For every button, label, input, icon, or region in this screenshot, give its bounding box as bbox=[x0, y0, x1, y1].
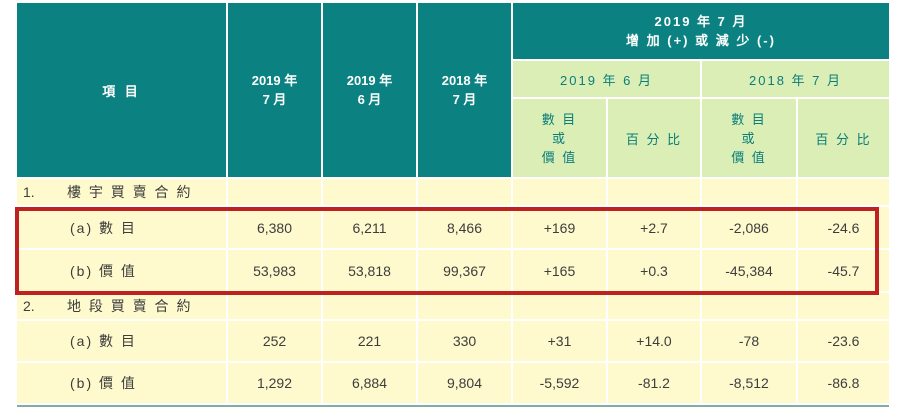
header-col-2018-07-line1: 2018 年 bbox=[441, 73, 488, 88]
table-bottom-border bbox=[17, 405, 889, 407]
row-2a-value-2019-07: 252 bbox=[228, 321, 321, 361]
row-2a-value-2019-06: 221 bbox=[323, 321, 416, 361]
header-measure-2-line2: 或 bbox=[741, 130, 757, 146]
row-1b-value-2019-07: 53,983 bbox=[228, 250, 321, 291]
header-compare-2019-06: 2019 年 6 月 bbox=[513, 61, 700, 97]
stat-table: 項 目 2019 年 7 月 2019 年 6 月 2018 年 7 月 201… bbox=[17, 3, 889, 407]
header-measure-2-line3: 價 值 bbox=[731, 149, 767, 165]
row-2a-chg-jul-value: -78 bbox=[702, 321, 796, 361]
row-2a-label: (a) 數 目 bbox=[17, 321, 226, 361]
section-1-number: 1. bbox=[23, 184, 35, 200]
row-1b-value-2018-07: 99,367 bbox=[418, 250, 511, 291]
section-2-number: 2. bbox=[23, 298, 35, 314]
row-1a-chg-jul-pct: -24.6 bbox=[798, 207, 889, 248]
empty-cell bbox=[608, 293, 700, 319]
header-measure-1-line1: 數 目 bbox=[541, 111, 578, 127]
row-1b-label: (b) 價 值 bbox=[17, 250, 226, 291]
header-change-line1: 2019 年 7 月 bbox=[654, 14, 748, 29]
empty-cell bbox=[702, 293, 796, 319]
header-measure-1-line2: 或 bbox=[551, 130, 567, 146]
header-change-group: 2019 年 7 月 增 加 (+) 或 減 少 (-) bbox=[513, 3, 889, 59]
empty-cell bbox=[418, 293, 511, 319]
section-2-title-cell: 2. 地 段 買 賣 合 約 bbox=[17, 293, 226, 319]
row-2a-chg-jun-pct: +14.0 bbox=[608, 321, 700, 361]
row-1b-chg-jul-value: -45,384 bbox=[702, 250, 796, 291]
row-2b-value-2019-06: 6,884 bbox=[323, 363, 416, 403]
row-2a-value-2018-07: 330 bbox=[418, 321, 511, 361]
row-1a-value-2019-07: 6,380 bbox=[228, 207, 321, 248]
header-col-2019-06: 2019 年 6 月 bbox=[323, 3, 416, 177]
empty-cell bbox=[702, 179, 796, 205]
header-percent-2: 百 分 比 bbox=[798, 99, 889, 177]
header-change-line2: 增 加 (+) 或 減 少 (-) bbox=[626, 33, 776, 48]
empty-cell bbox=[228, 179, 321, 205]
row-1a-value-2019-06: 6,211 bbox=[323, 207, 416, 248]
row-1a-value-2018-07: 8,466 bbox=[418, 207, 511, 248]
row-1b-chg-jun-pct: +0.3 bbox=[608, 250, 700, 291]
empty-cell bbox=[798, 293, 889, 319]
row-2a-chg-jul-pct: -23.6 bbox=[798, 321, 889, 361]
row-2b-chg-jul-value: -8,512 bbox=[702, 363, 796, 403]
row-2b-label: (b) 價 值 bbox=[17, 363, 226, 403]
empty-cell bbox=[418, 179, 511, 205]
empty-cell bbox=[323, 293, 416, 319]
row-2a-chg-jun-value: +31 bbox=[513, 321, 606, 361]
row-1a-label: (a) 數 目 bbox=[17, 207, 226, 248]
section-2-title: 地 段 買 賣 合 約 bbox=[67, 298, 193, 314]
header-col-2019-06-line1: 2019 年 bbox=[346, 73, 393, 88]
header-col-2019-07-line2: 7 月 bbox=[262, 92, 287, 107]
empty-cell bbox=[608, 179, 700, 205]
row-1b-chg-jul-pct: -45.7 bbox=[798, 250, 889, 291]
row-1a-chg-jun-value: +169 bbox=[513, 207, 606, 248]
row-1a-chg-jul-value: -2,086 bbox=[702, 207, 796, 248]
empty-cell bbox=[513, 179, 606, 205]
header-measure-1: 數 目 或 價 值 bbox=[513, 99, 606, 177]
empty-cell bbox=[798, 179, 889, 205]
row-2b-value-2019-07: 1,292 bbox=[228, 363, 321, 403]
header-item: 項 目 bbox=[17, 3, 226, 177]
row-1a-chg-jun-pct: +2.7 bbox=[608, 207, 700, 248]
row-2b-chg-jun-value: -5,592 bbox=[513, 363, 606, 403]
header-measure-2-line1: 數 目 bbox=[731, 111, 767, 127]
header-col-2019-07-line1: 2019 年 bbox=[251, 73, 298, 88]
section-1-title: 樓 宇 買 賣 合 約 bbox=[67, 184, 193, 200]
header-measure-2: 數 目 或 價 值 bbox=[702, 99, 796, 177]
header-col-2018-07: 2018 年 7 月 bbox=[418, 3, 511, 177]
header-compare-2018-07: 2018 年 7 月 bbox=[702, 61, 889, 97]
row-2b-chg-jul-pct: -86.8 bbox=[798, 363, 889, 403]
empty-cell bbox=[228, 293, 321, 319]
header-col-2019-06-line2: 6 月 bbox=[357, 92, 382, 107]
empty-cell bbox=[323, 179, 416, 205]
empty-cell bbox=[513, 293, 606, 319]
header-col-2018-07-line2: 7 月 bbox=[452, 92, 477, 107]
section-1-title-cell: 1. 樓 宇 買 賣 合 約 bbox=[17, 179, 226, 205]
header-percent-1: 百 分 比 bbox=[608, 99, 700, 177]
header-measure-1-line3: 價 值 bbox=[541, 149, 578, 165]
row-1b-chg-jun-value: +165 bbox=[513, 250, 606, 291]
header-col-2019-07: 2019 年 7 月 bbox=[228, 3, 321, 177]
row-2b-value-2018-07: 9,804 bbox=[418, 363, 511, 403]
row-2b-chg-jun-pct: -81.2 bbox=[608, 363, 700, 403]
row-1b-value-2019-06: 53,818 bbox=[323, 250, 416, 291]
